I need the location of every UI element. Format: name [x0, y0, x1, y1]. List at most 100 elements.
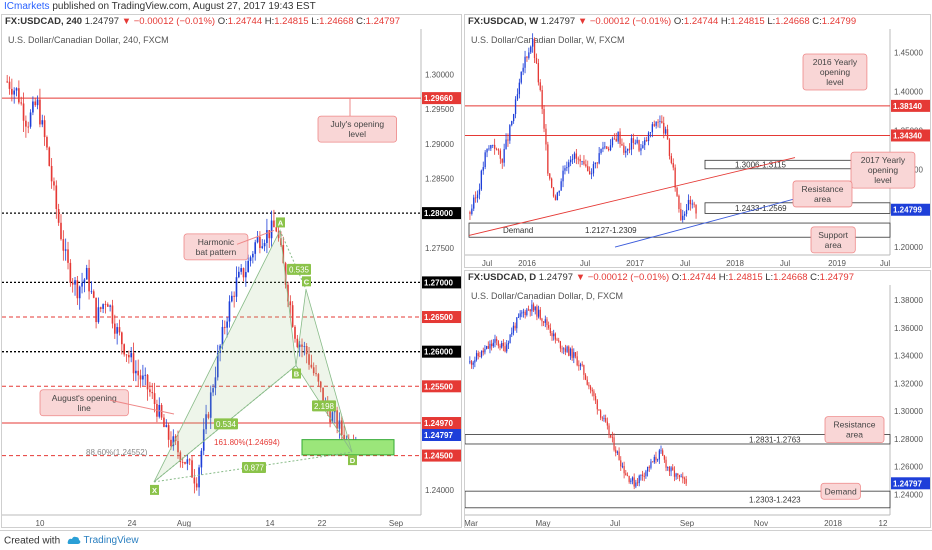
candle-body: [635, 482, 637, 487]
point-label-c: C: [304, 277, 310, 286]
candle-body: [670, 467, 672, 472]
tradingview-logo[interactable]: TradingView: [67, 531, 139, 550]
candle-body: [672, 162, 674, 168]
trendline-blue: [614, 198, 796, 248]
candle-body: [661, 121, 663, 123]
candle-body: [502, 342, 504, 347]
x-tick-label: May: [535, 519, 550, 528]
candle-body: [475, 353, 478, 360]
publisher-link[interactable]: ICmarkets: [4, 1, 50, 12]
candle-body: [672, 467, 674, 471]
candle-body: [638, 140, 640, 151]
candle-body: [317, 374, 320, 382]
candle-body: [533, 39, 536, 58]
candle-body: [605, 418, 607, 422]
candle-body: [517, 316, 520, 318]
chart-weekly[interactable]: U.S. Dollar/Canadian Dollar, W, FXCM 1.45…: [465, 29, 931, 268]
candle-body: [601, 417, 603, 419]
candle-body: [113, 323, 116, 334]
callout-2016-box: [802, 53, 868, 91]
candle-body: [509, 125, 511, 141]
candle-body: [503, 148, 505, 163]
last-price-label: 1.24797: [893, 479, 922, 488]
candle-body: [675, 473, 677, 477]
candle-body: [563, 348, 565, 350]
candle-body: [630, 480, 632, 482]
candle-body: [609, 145, 612, 151]
candle-body: [685, 478, 687, 484]
candle-body: [530, 46, 532, 53]
candle-body: [520, 71, 522, 83]
candle-body: [526, 56, 528, 58]
candle-body: [543, 109, 545, 129]
chart-pane-daily[interactable]: FX:USDCAD, D 1.24797 ▼ −0.00012 (−0.01%)…: [464, 270, 931, 528]
candle-body: [151, 392, 154, 394]
candle-body: [655, 121, 657, 126]
y-tick-label: 1.30000: [425, 71, 454, 80]
candle-body: [319, 381, 322, 388]
chart-pane-h4[interactable]: FX:USDCAD, 240 1.24797 ▼ −0.00012 (−0.01…: [1, 14, 462, 528]
y-tick-label: 1.20000: [894, 243, 923, 252]
chart-title: U.S. Dollar/Canadian Dollar, 240, FXCM: [8, 35, 169, 45]
candle-body: [135, 370, 137, 374]
candle-body: [636, 140, 638, 143]
candle-body: [27, 126, 30, 128]
level-price-label: 1.25500: [424, 382, 453, 391]
candle-body: [591, 389, 593, 392]
candle-body: [266, 230, 268, 244]
callout-resistance-d-box: [824, 416, 885, 444]
callout-harmonic-box: [183, 233, 249, 261]
candle-body: [71, 282, 74, 285]
candle-body: [608, 425, 610, 435]
zone-label: 1.2433-1.2569: [735, 204, 787, 213]
candle-body: [69, 262, 72, 283]
candle-body: [469, 361, 471, 363]
candle-body: [221, 326, 224, 346]
candle-body: [549, 173, 551, 179]
candle-body: [20, 102, 23, 104]
ratio-box: [214, 418, 238, 430]
candle-body: [36, 99, 39, 106]
candle-body: [149, 389, 151, 393]
candle-body: [128, 355, 130, 358]
x-tick-label: 2019: [828, 259, 846, 268]
candle-body: [329, 409, 331, 423]
candle-body: [588, 171, 591, 175]
high-value: 1.24815: [274, 16, 309, 27]
candle-body: [647, 132, 650, 142]
candle-body: [558, 340, 560, 342]
candle-body: [573, 352, 575, 358]
candle-body: [11, 88, 13, 95]
y-tick-label: 1.24000: [425, 486, 454, 495]
candle-body: [522, 67, 524, 72]
candle-body: [683, 213, 686, 216]
candle-body: [15, 88, 18, 91]
candle-body: [680, 476, 682, 478]
candle-body: [648, 466, 650, 468]
candle-body: [242, 268, 245, 278]
candle-body: [610, 434, 612, 438]
candle-body: [188, 459, 191, 461]
candle-body: [121, 332, 123, 345]
point-box: [276, 217, 285, 228]
candle-body: [584, 374, 587, 380]
x-tick-label: 2018: [824, 519, 842, 528]
point-label-x: X: [152, 486, 157, 495]
zone-label: 1.2303-1.2423: [749, 495, 801, 504]
candle-body: [273, 220, 275, 228]
candle-body: [668, 467, 670, 472]
candle-body: [678, 475, 681, 478]
callout-demand-d-box: [820, 482, 861, 500]
chart-pane-weekly[interactable]: FX:USDCAD, W 1.24797 ▼ −0.00012 (−0.01%)…: [464, 14, 931, 268]
last-price-tag: [891, 477, 930, 490]
candle-body: [249, 257, 252, 261]
candle-body: [34, 101, 37, 106]
chart-h4[interactable]: U.S. Dollar/Canadian Dollar, 240, FXCM 1.…: [2, 29, 462, 528]
candle-body: [254, 242, 257, 254]
candle-body: [595, 396, 597, 401]
candle-body: [663, 455, 665, 460]
candle-body: [202, 429, 205, 451]
chart-daily[interactable]: U.S. Dollar/Canadian Dollar, D, FXCM 1.38…: [465, 285, 931, 528]
callout-support-text: Support: [818, 230, 848, 240]
candle-body: [682, 215, 684, 220]
